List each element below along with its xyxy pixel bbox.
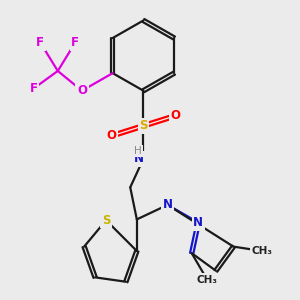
Text: N: N xyxy=(193,216,203,229)
Text: F: F xyxy=(71,36,79,49)
Text: H: H xyxy=(134,146,142,156)
Text: O: O xyxy=(77,84,87,97)
Text: N: N xyxy=(134,152,143,165)
Text: F: F xyxy=(36,36,44,49)
Text: F: F xyxy=(30,82,38,95)
Text: S: S xyxy=(102,214,110,227)
Text: O: O xyxy=(170,109,181,122)
Text: S: S xyxy=(139,119,148,132)
Text: CH₃: CH₃ xyxy=(196,274,218,284)
Text: O: O xyxy=(106,129,116,142)
Text: N: N xyxy=(163,198,172,212)
Text: CH₃: CH₃ xyxy=(251,246,272,256)
